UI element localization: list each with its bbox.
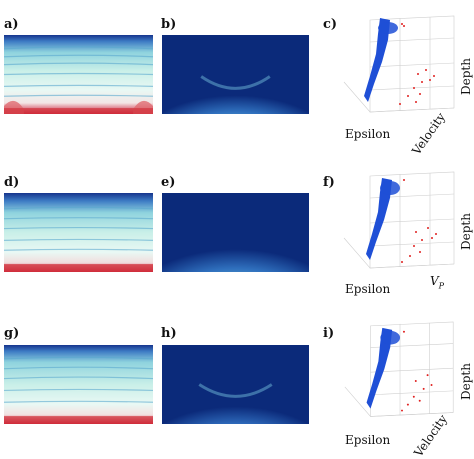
- panel-d-image: [4, 193, 153, 272]
- panel-i-zlabel: Depth: [459, 363, 473, 400]
- panel-f-zlabel: Depth: [459, 213, 473, 250]
- panel-i-xlabel: Epsilon: [345, 433, 391, 447]
- panel-b-image: [162, 35, 309, 114]
- panel-c-xlabel: Epsilon: [345, 127, 391, 141]
- panel-h-image: [162, 345, 309, 424]
- panel-i-3d-scatter: [330, 318, 474, 446]
- panel-f-ylabel: VP: [430, 275, 444, 290]
- panel-label-e: e): [161, 175, 176, 190]
- red-points: [399, 23, 435, 105]
- panel-label-g: g): [4, 326, 20, 341]
- panel-f-ylabel-main: V: [430, 274, 439, 288]
- panel-c-3d-scatter: [330, 12, 474, 142]
- panel-c-zlabel: Depth: [459, 58, 473, 95]
- panel-label-c: c): [323, 17, 338, 32]
- panel-label-b: b): [161, 17, 177, 32]
- panel-label-h: h): [161, 326, 177, 341]
- panel-label-i: i): [323, 326, 335, 341]
- panel-e-image: [162, 193, 309, 272]
- panel-f-ylabel-sub: P: [438, 281, 445, 291]
- panel-g-image: [4, 345, 153, 424]
- panel-f-xlabel: Epsilon: [345, 282, 391, 296]
- panel-f-3d-scatter: [330, 168, 474, 298]
- panel-label-d: d): [4, 175, 20, 190]
- panel-a-image: [4, 35, 153, 114]
- blue-cluster: [364, 18, 398, 102]
- panel-label-a: a): [4, 17, 19, 32]
- panel-label-f: f): [323, 175, 335, 190]
